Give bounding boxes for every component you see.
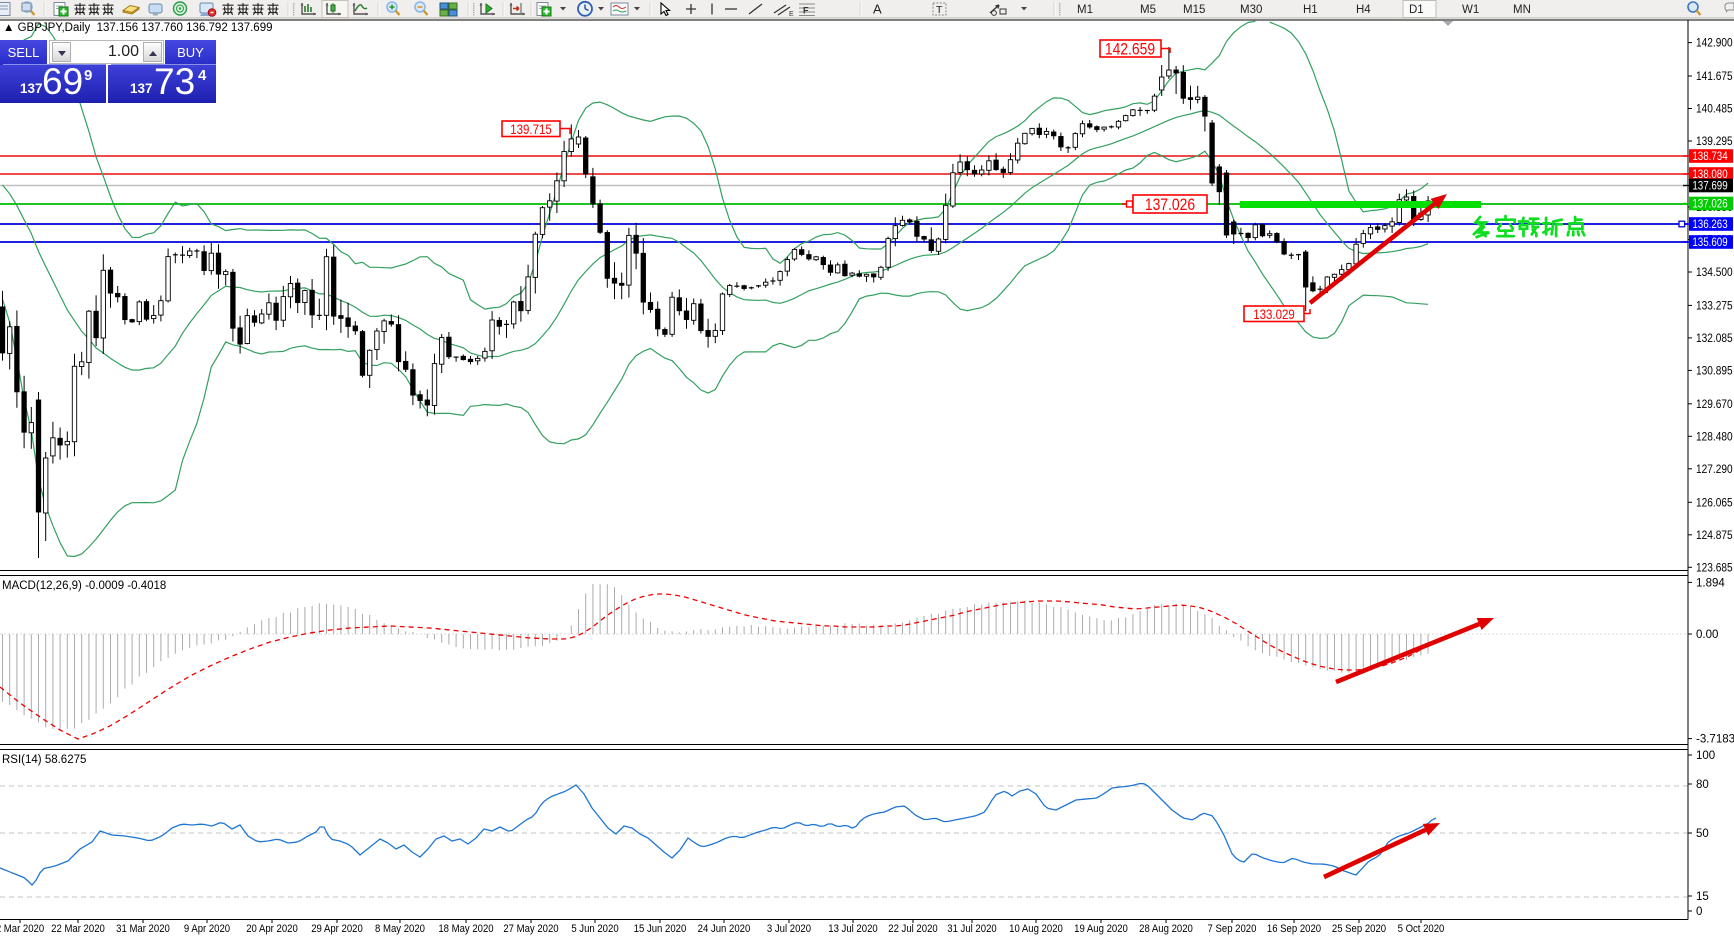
svg-text:M30: M30 xyxy=(1240,4,1262,16)
svg-text:M5: M5 xyxy=(1140,4,1156,16)
svg-text:H1: H1 xyxy=(1303,4,1318,16)
svg-text:22 Jul 2020: 22 Jul 2020 xyxy=(888,923,938,935)
svg-text:MACD(12,26,9) -0.0009 -0.4018: MACD(12,26,9) -0.0009 -0.4018 xyxy=(2,580,166,592)
svg-text:50: 50 xyxy=(1696,828,1709,840)
svg-text:137.026: 137.026 xyxy=(1145,196,1195,215)
svg-text:E: E xyxy=(789,11,794,18)
svg-text:5 Jun 2020: 5 Jun 2020 xyxy=(571,923,619,935)
svg-text:3 Jul 2020: 3 Jul 2020 xyxy=(767,923,811,935)
svg-text:M1: M1 xyxy=(1077,4,1093,16)
svg-text:8 May 2020: 8 May 2020 xyxy=(375,923,425,935)
svg-text:T: T xyxy=(936,4,943,16)
svg-text:139.295: 139.295 xyxy=(1696,135,1733,148)
svg-text:24 Jun 2020: 24 Jun 2020 xyxy=(698,923,751,935)
svg-text:130.895: 130.895 xyxy=(1696,365,1733,378)
svg-text:15 Jun 2020: 15 Jun 2020 xyxy=(634,923,687,935)
svg-text:0: 0 xyxy=(1696,906,1702,918)
svg-text:A: A xyxy=(873,2,882,17)
svg-text:138.080: 138.080 xyxy=(1692,169,1727,182)
svg-text:19 Aug 2020: 19 Aug 2020 xyxy=(1074,923,1128,935)
svg-text:20 Apr 2020: 20 Apr 2020 xyxy=(246,923,298,935)
svg-text:123.685: 123.685 xyxy=(1696,562,1733,575)
svg-text:142.659: 142.659 xyxy=(1105,40,1155,59)
svg-text:18 May 2020: 18 May 2020 xyxy=(438,923,494,935)
svg-text:D1: D1 xyxy=(1409,4,1424,16)
svg-text:▲ GBPJPY,Daily 137.156 137.76: ▲ GBPJPY,Daily 137.156 137.760 136.792 1… xyxy=(3,22,272,34)
svg-text:133.029: 133.029 xyxy=(1253,306,1294,322)
svg-text:137.026: 137.026 xyxy=(1692,198,1727,211)
svg-text:2 Mar 2020: 2 Mar 2020 xyxy=(0,923,44,935)
svg-text:H4: H4 xyxy=(1356,4,1371,16)
svg-text:9 Apr 2020: 9 Apr 2020 xyxy=(184,923,230,935)
svg-text:28 Aug 2020: 28 Aug 2020 xyxy=(1139,923,1193,935)
svg-text:136.263: 136.263 xyxy=(1692,219,1727,232)
svg-text:133.275: 133.275 xyxy=(1696,300,1733,313)
svg-text:100: 100 xyxy=(1696,750,1715,762)
svg-text:31 Jul 2020: 31 Jul 2020 xyxy=(947,923,997,935)
svg-text:140.485: 140.485 xyxy=(1696,103,1733,116)
svg-text:137.699: 137.699 xyxy=(1692,180,1727,193)
svg-text:132.085: 132.085 xyxy=(1696,332,1733,345)
svg-text:29 Apr 2020: 29 Apr 2020 xyxy=(311,923,363,935)
svg-text:127.290: 127.290 xyxy=(1696,463,1733,476)
svg-text:141.675: 141.675 xyxy=(1696,70,1733,83)
svg-text:31 Mar 2020: 31 Mar 2020 xyxy=(116,923,170,935)
svg-text:22 Mar 2020: 22 Mar 2020 xyxy=(51,923,105,935)
svg-text:129.670: 129.670 xyxy=(1696,398,1733,411)
svg-text:126.065: 126.065 xyxy=(1696,497,1733,510)
svg-text:15: 15 xyxy=(1696,891,1709,903)
svg-text:1.894: 1.894 xyxy=(1696,577,1725,589)
svg-text:124.875: 124.875 xyxy=(1696,529,1733,542)
svg-text:128.480: 128.480 xyxy=(1696,431,1733,444)
svg-text:RSI(14) 58.6275: RSI(14) 58.6275 xyxy=(2,754,86,766)
svg-text:7 Sep 2020: 7 Sep 2020 xyxy=(1208,923,1257,935)
svg-text:80: 80 xyxy=(1696,779,1709,791)
svg-text:142.900: 142.900 xyxy=(1696,37,1733,50)
svg-text:135.609: 135.609 xyxy=(1692,237,1727,250)
svg-text:M15: M15 xyxy=(1183,4,1205,16)
svg-text:27 May 2020: 27 May 2020 xyxy=(503,923,559,935)
svg-text:F: F xyxy=(803,6,809,16)
svg-text:W1: W1 xyxy=(1462,4,1479,16)
svg-text:134.500: 134.500 xyxy=(1696,266,1733,279)
svg-text:139.715: 139.715 xyxy=(510,121,551,137)
svg-text:16 Sep 2020: 16 Sep 2020 xyxy=(1267,923,1321,935)
svg-text:25 Sep 2020: 25 Sep 2020 xyxy=(1332,923,1386,935)
svg-text:138.734: 138.734 xyxy=(1692,151,1727,164)
svg-text:13 Jul 2020: 13 Jul 2020 xyxy=(828,923,878,935)
svg-text:10 Aug 2020: 10 Aug 2020 xyxy=(1009,923,1063,935)
svg-text:-3.7183: -3.7183 xyxy=(1696,734,1734,746)
svg-text:0.00: 0.00 xyxy=(1696,629,1718,641)
svg-text:MN: MN xyxy=(1513,4,1531,16)
svg-text:5 Oct 2020: 5 Oct 2020 xyxy=(1398,923,1445,935)
